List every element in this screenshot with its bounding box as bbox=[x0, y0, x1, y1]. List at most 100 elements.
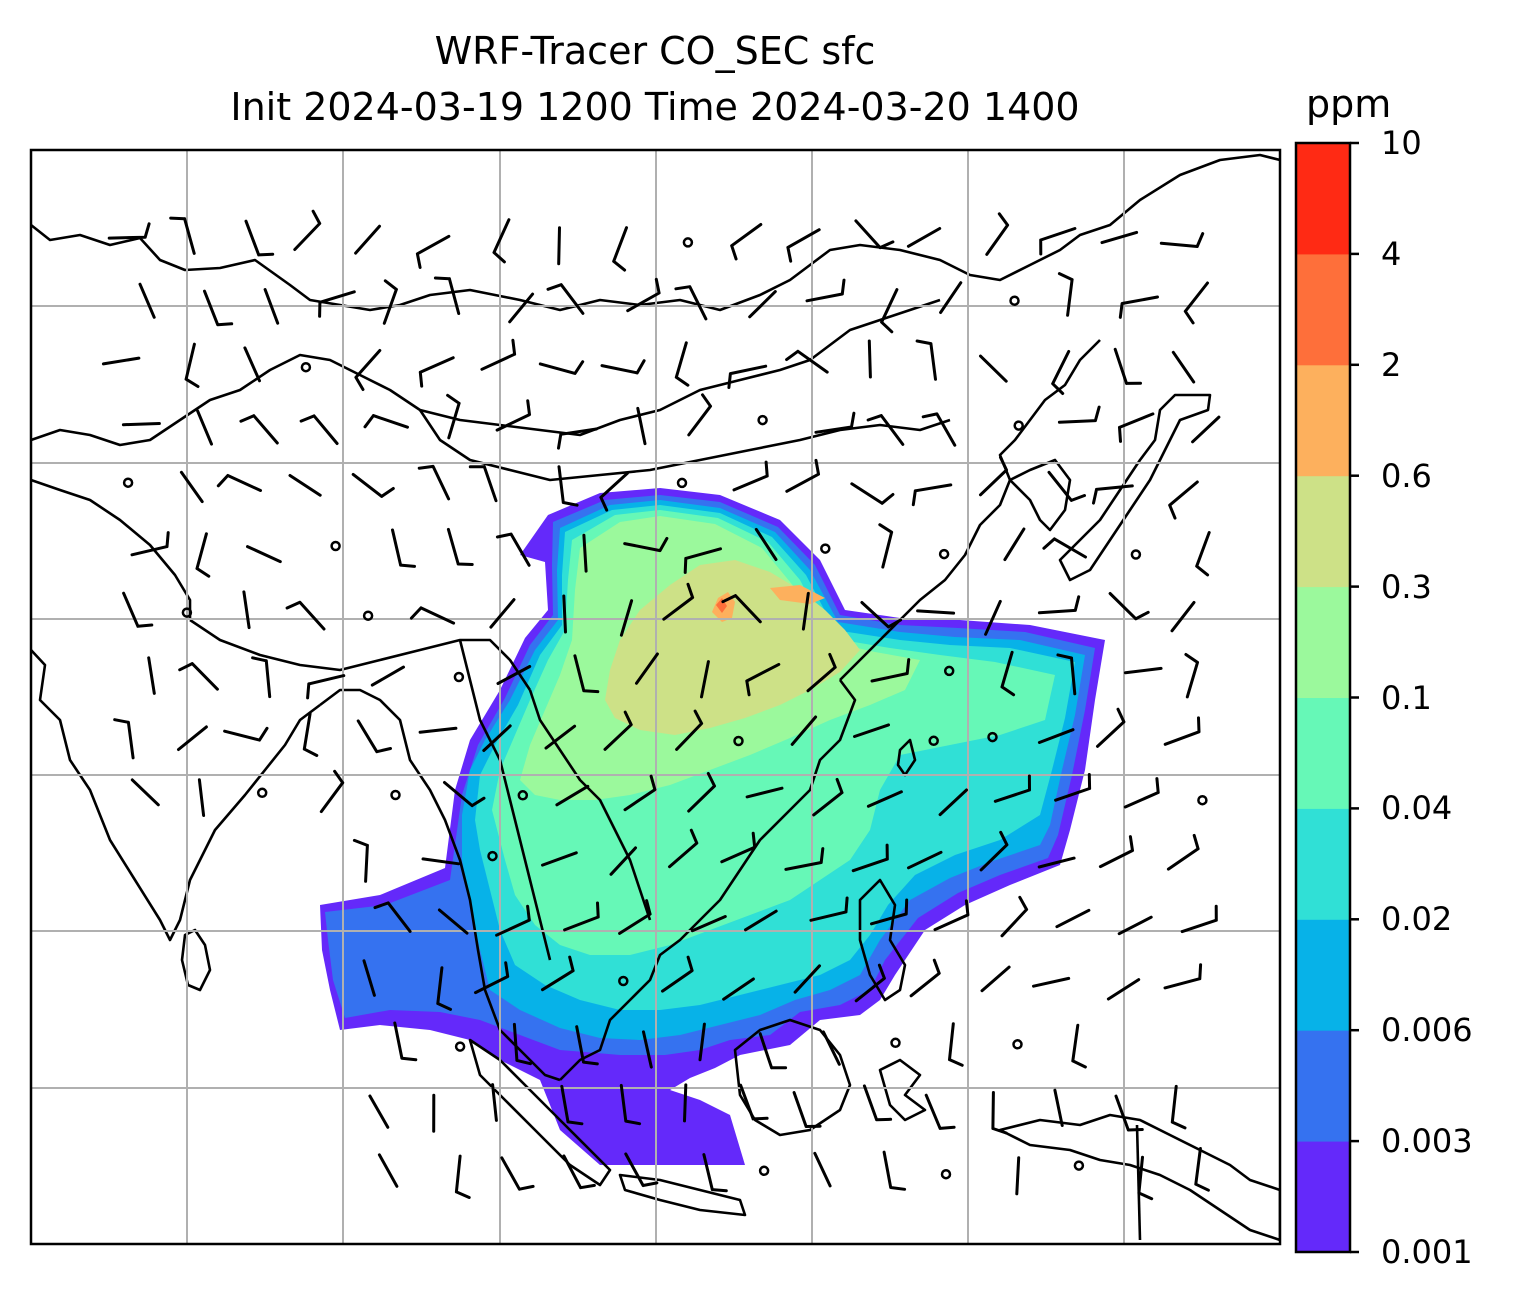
wind-barb bbox=[285, 600, 326, 631]
wind-barb bbox=[687, 772, 716, 813]
wind-barb bbox=[1114, 1094, 1144, 1132]
java-coast bbox=[618, 1173, 747, 1217]
calm-wind-marker bbox=[943, 665, 955, 677]
japan-coast bbox=[1058, 393, 1212, 582]
wind-barb bbox=[722, 977, 755, 1001]
wind-barb bbox=[508, 292, 535, 324]
wind-barb bbox=[184, 342, 200, 388]
wind-barb bbox=[130, 531, 170, 557]
new-guinea-coast bbox=[998, 1113, 1280, 1242]
wind-barb bbox=[662, 582, 695, 621]
wind-barb bbox=[866, 790, 903, 808]
wind-barb bbox=[203, 289, 234, 327]
calm-wind-marker bbox=[1073, 1160, 1085, 1171]
wind-barb bbox=[619, 599, 634, 637]
calm-wind-marker bbox=[1012, 1039, 1023, 1050]
wind-barb bbox=[805, 278, 846, 303]
myanmar-border bbox=[458, 639, 552, 961]
wind-barb bbox=[370, 665, 405, 687]
wind-barb bbox=[437, 908, 469, 935]
wind-barb bbox=[446, 527, 474, 566]
wind-barb bbox=[1194, 1147, 1210, 1192]
wind-barb bbox=[814, 411, 856, 434]
wind-barb bbox=[786, 228, 821, 263]
mongolia-border bbox=[418, 409, 951, 482]
wind-barb bbox=[196, 409, 213, 446]
wind-barb bbox=[318, 290, 356, 318]
wind-barb bbox=[1171, 350, 1196, 384]
calm-wind-marker bbox=[940, 1168, 952, 1180]
wind-barb bbox=[417, 464, 451, 501]
colorbar-unit-label: ppm bbox=[1306, 82, 1392, 126]
wind-barb bbox=[801, 591, 810, 631]
colorbar-tick-label: 0.1 bbox=[1381, 678, 1432, 717]
calm-wind-marker bbox=[517, 790, 529, 801]
wind-barb bbox=[354, 349, 382, 391]
calm-wind-marker bbox=[1009, 295, 1020, 306]
coastlines bbox=[31, 153, 1280, 1242]
calm-wind-marker bbox=[733, 735, 744, 747]
wind-barb bbox=[745, 662, 781, 697]
wind-barb bbox=[1003, 527, 1026, 562]
wind-barb bbox=[101, 356, 141, 366]
wind-barb bbox=[870, 658, 911, 683]
wind-barb bbox=[792, 1091, 822, 1128]
wind-barb bbox=[443, 781, 486, 808]
wind-barb bbox=[1123, 777, 1160, 809]
wind-barb bbox=[790, 715, 818, 746]
wind-barb bbox=[544, 724, 577, 750]
wind-barb bbox=[354, 224, 381, 255]
wind-barb bbox=[495, 399, 531, 432]
wind-barb bbox=[674, 285, 708, 321]
map-title: WRF-Tracer CO_SEC sfc bbox=[434, 29, 876, 73]
wind-barb bbox=[732, 460, 769, 492]
wind-barb bbox=[603, 710, 633, 751]
wind-barb bbox=[1071, 1023, 1087, 1069]
wind-barb bbox=[702, 1153, 728, 1193]
wind-barb bbox=[495, 532, 531, 567]
map-subtitle: Init 2024-03-19 1200 Time 2024-03-20 140… bbox=[230, 85, 1080, 129]
calm-wind-marker bbox=[362, 610, 374, 621]
wind-barb bbox=[1000, 650, 1016, 697]
wind-barb bbox=[1170, 600, 1196, 633]
wind-barb bbox=[302, 712, 319, 757]
wind-barb bbox=[557, 465, 579, 507]
himalaya-border bbox=[189, 618, 532, 691]
colorbar-tick-label: 0.6 bbox=[1381, 456, 1432, 495]
korea-coast bbox=[1008, 458, 1072, 532]
calm-wind-marker bbox=[938, 548, 950, 560]
wind-barb bbox=[368, 1094, 390, 1129]
central-asia-border bbox=[31, 298, 941, 447]
wind-barb bbox=[880, 288, 899, 334]
field-level-0.3 bbox=[605, 560, 860, 735]
wind-barb bbox=[178, 662, 219, 691]
wind-barb bbox=[1137, 1155, 1154, 1201]
wind-barb bbox=[1039, 227, 1077, 256]
wind-barb bbox=[687, 393, 712, 437]
wind-barb bbox=[1118, 412, 1155, 443]
wind-barb bbox=[1180, 904, 1218, 934]
wind-barb bbox=[1159, 232, 1205, 248]
wind-barb bbox=[853, 723, 890, 738]
wind-barb bbox=[916, 609, 956, 615]
wind-barb bbox=[418, 356, 455, 388]
wind-barb bbox=[319, 769, 345, 814]
concentration-field bbox=[320, 488, 1105, 1165]
wind-barb bbox=[683, 547, 722, 574]
calm-wind-marker bbox=[122, 477, 134, 488]
wind-barb bbox=[793, 964, 821, 994]
wind-barb bbox=[618, 899, 652, 935]
wind-barb bbox=[924, 1093, 956, 1130]
wind-barb bbox=[121, 422, 161, 427]
wind-barb bbox=[938, 788, 968, 817]
wind-barb bbox=[690, 915, 727, 933]
wind-barb bbox=[1056, 653, 1077, 696]
calm-wind-marker bbox=[757, 414, 768, 426]
wind-barb bbox=[1100, 230, 1139, 245]
calm-wind-marker bbox=[390, 789, 401, 801]
wind-barb bbox=[1098, 835, 1134, 869]
wind-barb bbox=[138, 282, 156, 319]
wind-barb bbox=[418, 726, 458, 734]
wind-barb bbox=[979, 354, 1008, 383]
wind-barb bbox=[1166, 833, 1200, 871]
